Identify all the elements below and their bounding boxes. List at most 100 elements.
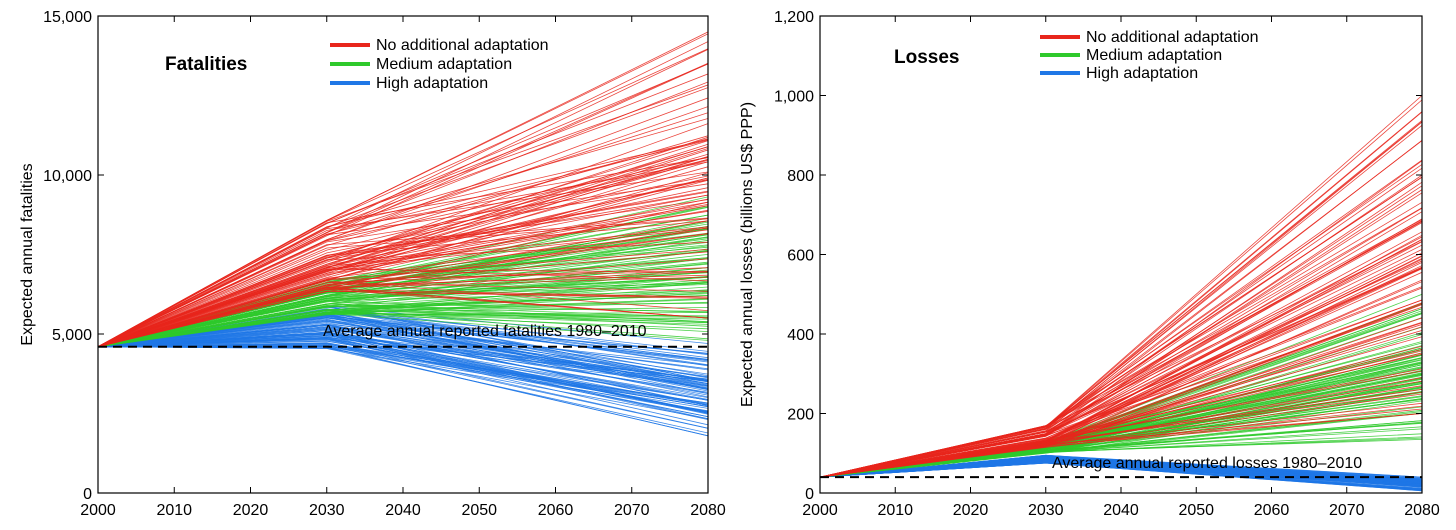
series-medium-line [98,308,708,348]
panel-label: Fatalities [165,54,247,75]
legend-label: High adaptation [1086,65,1198,82]
series-high-line [98,327,708,385]
legend-label: No additional adaptation [1086,29,1259,46]
series-high-line [98,330,708,400]
fatalities-panel: Average annual reported fatalities 1980–… [19,9,726,519]
losses-chart: Average annual reported losses 1980–2010… [739,9,1440,519]
y-tick-label: 400 [787,327,814,344]
x-tick-label: 2060 [538,502,574,519]
x-tick-label: 2080 [1404,502,1440,519]
series-high-line [98,324,708,396]
series-none-line [820,121,1422,478]
series-none-line [98,175,708,348]
series-none-line [98,249,708,348]
series-none-line [820,124,1422,478]
legend-label: No additional adaptation [376,37,549,54]
series-none-line [820,380,1422,478]
series-none-line [98,290,708,348]
y-tick-label: 1,000 [774,89,814,106]
series-none-line [98,148,708,348]
legend-label: High adaptation [376,75,488,92]
series-medium-line [98,292,708,348]
y-tick-label: 200 [787,407,814,424]
x-tick-label: 2040 [1103,502,1139,519]
series-none-line [98,118,708,348]
series-none-line [98,268,708,348]
series-lines [98,31,708,437]
series-none-line [98,241,708,348]
series-none-line [820,304,1422,478]
series-none-line [98,161,708,348]
series-none-line [820,181,1422,478]
series-medium-line [98,272,708,348]
series-high-line [98,339,708,413]
series-high-line [98,318,708,398]
series-high-line [98,332,708,415]
series-high-line [98,336,708,382]
x-tick-label: 2000 [80,502,116,519]
series-none-line [98,140,708,348]
y-axis-label: Expected annual losses (billions US$ PPP… [739,102,756,407]
series-none-line [98,233,708,348]
x-tick-label: 2040 [385,502,421,519]
x-tick-label: 2070 [614,502,650,519]
series-none-line [98,112,708,348]
reference-line-label: Average annual reported fatalities 1980–… [323,323,647,340]
series-none-line [98,48,708,348]
series-none-line [820,234,1422,478]
series-high-line [98,321,708,377]
series-none-line [98,136,708,348]
series-high-line [820,456,1422,484]
x-tick-label: 2010 [156,502,192,519]
series-none-line [98,49,708,348]
y-tick-label: 0 [805,486,814,503]
y-tick-label: 1,200 [774,9,814,26]
series-none-line [98,282,708,348]
series-medium-line [98,248,708,348]
series-none [820,95,1422,478]
series-none-line [98,218,708,348]
series-none-line [98,106,708,348]
reference-line-label: Average annual reported losses 1980–2010 [1052,455,1362,472]
x-tick-label: 2080 [690,502,726,519]
x-tick-label: 2020 [953,502,989,519]
series-medium-line [98,303,708,348]
legend-label: Medium adaptation [1086,47,1222,64]
y-tick-label: 800 [787,168,814,185]
losses-panel: Average annual reported losses 1980–2010… [728,0,1456,530]
series-none-line [98,199,708,348]
series-high-line [98,334,708,401]
series-high-line [98,317,708,355]
series-none-line [98,209,708,348]
y-tick-label: 10,000 [43,168,92,185]
series-none-line [820,353,1422,478]
series-none-line [98,159,708,348]
series-none [98,31,708,348]
legend-label: Medium adaptation [376,56,512,73]
y-tick-label: 5,000 [52,327,92,344]
fatalities-chart: Average annual reported fatalities 1980–… [19,9,726,519]
x-tick-label: 2050 [1178,502,1214,519]
y-tick-label: 600 [787,248,814,265]
y-tick-label: 15,000 [43,9,92,26]
y-tick-label: 0 [83,486,92,503]
series-high-line [820,462,1422,487]
x-tick-label: 2000 [802,502,838,519]
series-lines [820,95,1422,492]
series-medium-line [98,313,708,348]
panel-label: Losses [894,47,959,68]
series-none-line [98,149,708,348]
x-tick-label: 2030 [309,502,345,519]
legend: No additional adaptation Medium adaptatio… [330,37,549,92]
series-medium-line [820,379,1422,478]
series-none-line [820,260,1422,478]
series-high [820,454,1422,492]
y-axis-label: Expected annual fatalities [19,163,36,345]
series-medium-line [98,301,708,348]
series-none-line [98,217,708,348]
x-tick-label: 2060 [1254,502,1290,519]
series-none-line [98,63,708,348]
x-tick-label: 2030 [1028,502,1064,519]
